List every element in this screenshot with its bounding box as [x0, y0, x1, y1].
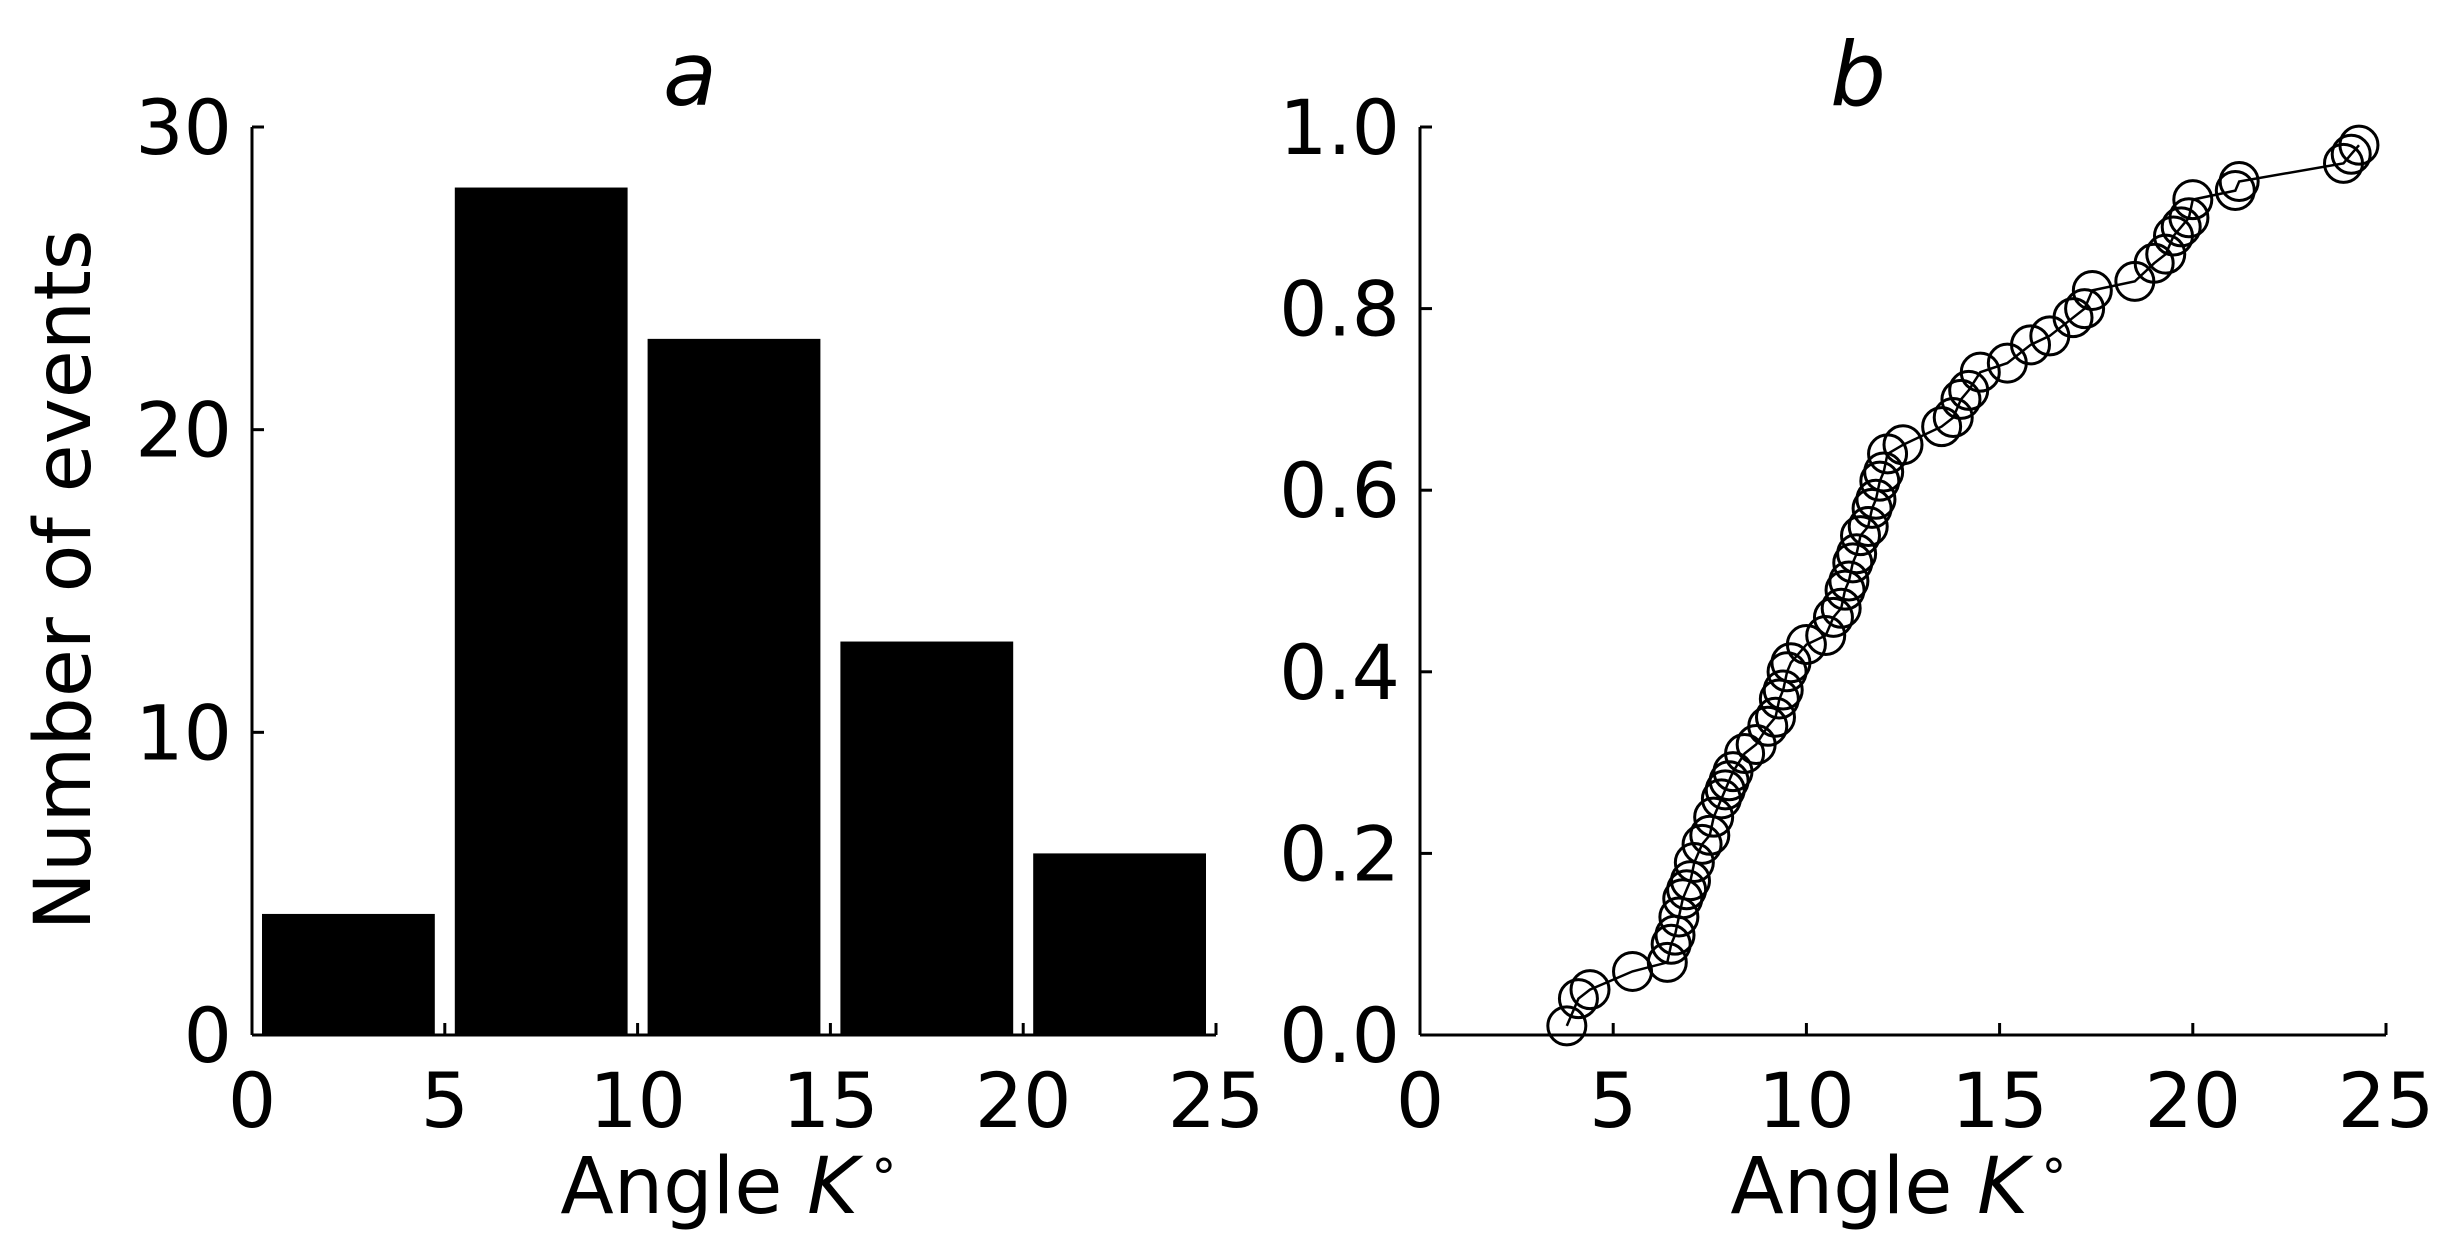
- cdf-point: [1569, 969, 1611, 1011]
- cdf-point: [1762, 669, 1804, 711]
- cdf-points: [1546, 124, 2380, 1047]
- cdf-point: [1785, 624, 1827, 666]
- histogram-bar: [454, 187, 628, 1036]
- histogram-bar: [1033, 853, 1206, 1035]
- y-tick-label: 10: [135, 688, 232, 777]
- cdf-point: [1836, 533, 1878, 575]
- cdf-point: [1747, 705, 1789, 747]
- panel-a-xlabel: Angle K ∘: [560, 1135, 899, 1232]
- panel-b-xlabel-unit: ∘: [2038, 1135, 2069, 1193]
- histogram-bar: [840, 641, 1014, 1035]
- cdf-point: [2338, 124, 2380, 166]
- x-tick-label: 10: [1758, 1056, 1855, 1145]
- x-tick-label: 20: [2144, 1056, 2241, 1145]
- cdf-point: [1557, 978, 1599, 1020]
- histogram-bar: [262, 913, 435, 1035]
- x-tick-label: 15: [782, 1056, 879, 1145]
- panel-b-ticks: 0 5 10 15 20 25 0.0 0.2 0.4 0.6 0.8 1.0: [1279, 83, 2434, 1145]
- cdf-point: [1805, 614, 1847, 656]
- histogram-bar: [647, 338, 821, 1035]
- cdf-point: [1940, 378, 1982, 420]
- cdf-point: [1855, 478, 1897, 520]
- y-tick-label: 20: [135, 386, 232, 475]
- histogram-bars: [262, 187, 1206, 1036]
- cdf-point: [1828, 560, 1870, 602]
- panel-a-ylabel: Number of events: [19, 230, 109, 931]
- y-tick-label: 0.8: [1279, 265, 1400, 354]
- y-tick-label: 1.0: [1279, 83, 1400, 172]
- cdf-point: [2010, 324, 2052, 366]
- y-tick-label: 30: [135, 83, 232, 172]
- panel-b-title: b: [1830, 23, 1886, 126]
- panel-b-xlabel: Angle K ∘: [1730, 1135, 2069, 1232]
- cdf-point: [2071, 269, 2113, 311]
- cdf-point: [1689, 814, 1731, 856]
- x-tick-label: 5: [1589, 1056, 1637, 1145]
- cdf-point: [1754, 696, 1796, 738]
- cdf-point: [1839, 515, 1881, 557]
- cdf-point: [2133, 242, 2175, 284]
- cdf-point: [1646, 941, 1688, 983]
- cdf-point: [1959, 351, 2001, 393]
- cdf-point: [1681, 823, 1723, 865]
- cdf-point: [1820, 587, 1862, 629]
- panel-a-histogram: 0 5 10 15 20 25 0 10 20 30 a Number of events Ang…: [19, 23, 1264, 1232]
- x-tick-label: 25: [2338, 1056, 2435, 1145]
- cdf-point: [2064, 288, 2106, 330]
- cdf-point: [2168, 197, 2210, 239]
- y-tick-label: 0.6: [1279, 446, 1400, 535]
- y-tick-label: 0.2: [1279, 809, 1400, 898]
- panel-a-xlabel-main: Angle: [560, 1142, 807, 1232]
- cdf-point: [1882, 424, 1924, 466]
- cdf-point: [2330, 133, 2372, 175]
- cdf-point: [1669, 860, 1711, 902]
- panel-b-xlabel-var: K: [1977, 1142, 2034, 1232]
- x-tick-label: 15: [1951, 1056, 2048, 1145]
- panel-b-cdf: 0 5 10 15 20 25 0.0 0.2 0.4 0.6 0.8 1.0 b Angle K ∘: [1279, 23, 2434, 1232]
- x-tick-label: 5: [421, 1056, 469, 1145]
- panel-b-axes: [1418, 127, 2386, 1037]
- cdf-point: [1863, 451, 1905, 493]
- panel-a-xlabel-unit: ∘: [868, 1135, 899, 1193]
- cdf-point: [2172, 179, 2214, 221]
- cdf-point: [2160, 206, 2202, 248]
- cdf-point: [2218, 160, 2260, 202]
- x-tick-label: 25: [1168, 1056, 1265, 1145]
- y-tick-label: 0.4: [1279, 628, 1400, 717]
- cdf-line: [1565, 144, 2360, 1027]
- x-tick-label: 20: [975, 1056, 1072, 1145]
- x-tick-label: 0: [228, 1056, 276, 1145]
- panel-a-xlabel-var: K: [807, 1142, 864, 1232]
- cdf-point: [1693, 796, 1735, 838]
- x-tick-label: 10: [589, 1056, 686, 1145]
- panel-a-title: a: [663, 23, 717, 126]
- cdf-point: [1921, 406, 1963, 448]
- y-tick-label: 0: [184, 991, 232, 1080]
- panel-b-xlabel-main: Angle: [1730, 1142, 1977, 1232]
- cdf-point: [1658, 896, 1700, 938]
- cdf-point: [1932, 397, 1974, 439]
- cdf-point: [1847, 506, 1889, 548]
- cdf-point: [1724, 733, 1766, 775]
- x-tick-label: 0: [1396, 1056, 1444, 1145]
- y-tick-label: 0.0: [1279, 991, 1400, 1080]
- cdf-point: [2145, 233, 2187, 275]
- cdf-point: [1812, 596, 1854, 638]
- panel-a-ticks: 0 5 10 15 20 25 0 10 20 30: [135, 83, 1264, 1145]
- cdf-point: [1673, 841, 1715, 883]
- cdf-point: [2052, 297, 2094, 339]
- cdf-point: [1546, 1005, 1588, 1047]
- panel-a-axes: [250, 127, 1216, 1037]
